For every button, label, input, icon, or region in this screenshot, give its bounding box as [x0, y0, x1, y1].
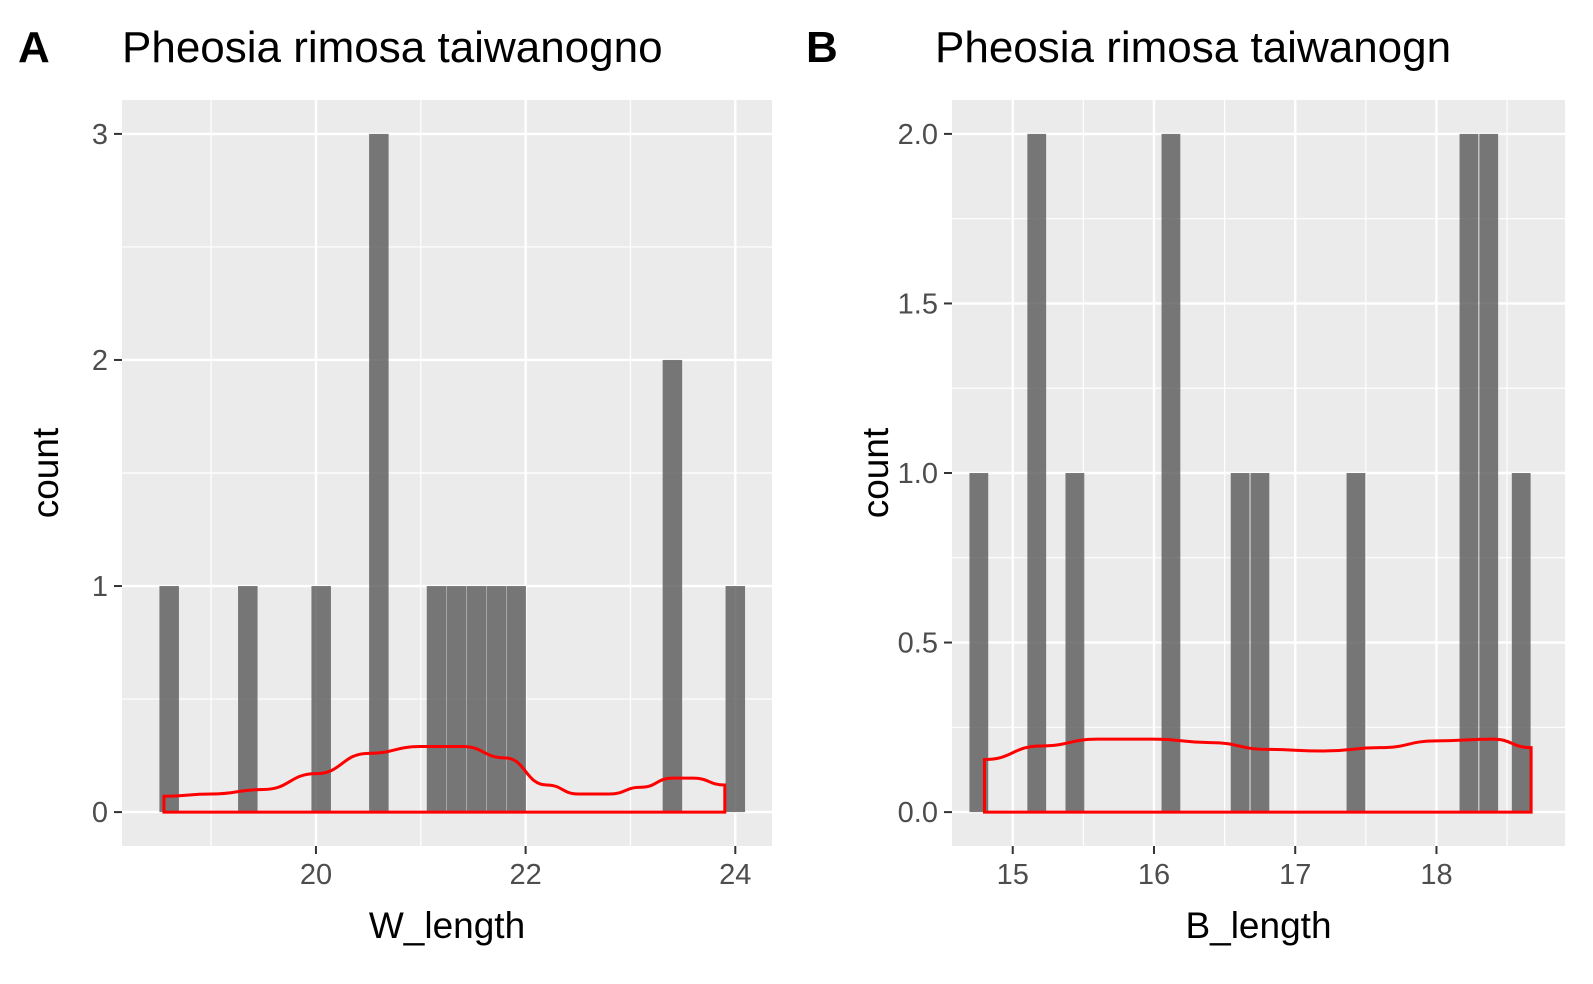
x-tick-label: 22	[509, 859, 541, 891]
panel-b-axes: 0.0 0.5 1.0 1.5 2.0 15 16 17 18	[898, 119, 1453, 891]
histogram-bar	[311, 586, 331, 813]
histogram-bar	[486, 586, 507, 813]
y-tick-label: 1	[92, 571, 108, 603]
panel-a-y-axis-title: count	[25, 427, 66, 518]
histogram-bar	[969, 473, 989, 813]
panel-b-density-curve	[982, 737, 1533, 814]
panel-b-x-axis-title: B_length	[1185, 905, 1331, 946]
histogram-bar	[1346, 473, 1366, 813]
histogram-bar	[1479, 133, 1499, 813]
x-tick-label: 15	[997, 859, 1029, 891]
y-tick-label: 1.0	[898, 458, 938, 490]
histogram-bar	[369, 133, 389, 813]
histogram-bar	[1065, 473, 1085, 813]
histogram-bar	[466, 586, 487, 813]
y-tick-label: 0.0	[898, 797, 938, 829]
y-tick-label: 1.5	[898, 288, 938, 320]
x-tick-label: 18	[1420, 859, 1452, 891]
panel-a: A Pheosia rimosa taiwanogno 0 1 2 3 20 22 24 W…	[18, 23, 772, 946]
x-tick-label: 16	[1138, 859, 1170, 891]
histogram-bar	[426, 586, 447, 813]
panel-a-density-curve	[162, 745, 727, 814]
panel-a-axes: 0 1 2 3 20 22 24	[92, 119, 752, 891]
histogram-bar	[725, 586, 746, 813]
x-tick-label: 20	[300, 859, 332, 891]
histogram-bar	[1511, 473, 1531, 813]
panel-b: B Pheosia rimosa taiwanogn 0.0 0.5 1.0 1.5 2…	[806, 23, 1565, 946]
histogram-bar	[446, 586, 467, 813]
panel-letter-a: A	[18, 23, 50, 72]
y-tick-label: 0.5	[898, 628, 938, 660]
x-tick-label: 17	[1279, 859, 1311, 891]
histogram-bar	[159, 586, 179, 813]
histogram-bar	[1161, 133, 1181, 813]
histogram-bar	[1250, 473, 1270, 813]
histogram-bar	[662, 359, 683, 813]
histogram-bar	[506, 586, 526, 813]
histogram-bar	[1230, 473, 1250, 813]
x-tick-label: 24	[719, 859, 751, 891]
histogram-bar	[238, 586, 258, 813]
y-tick-label: 0	[92, 797, 108, 829]
panel-b-y-axis-title: count	[855, 427, 896, 518]
panel-a-x-axis-title: W_length	[369, 905, 525, 946]
histogram-bar	[1459, 133, 1479, 813]
histogram-bar	[1027, 133, 1047, 813]
panel-b-title: Pheosia rimosa taiwanogn	[935, 23, 1451, 72]
y-tick-label: 2	[92, 345, 108, 377]
y-tick-label: 3	[92, 119, 108, 151]
panel-letter-b: B	[806, 23, 838, 72]
y-tick-label: 2.0	[898, 119, 938, 151]
panel-b-bars	[969, 133, 1531, 813]
panel-a-title: Pheosia rimosa taiwanogno	[122, 23, 663, 72]
